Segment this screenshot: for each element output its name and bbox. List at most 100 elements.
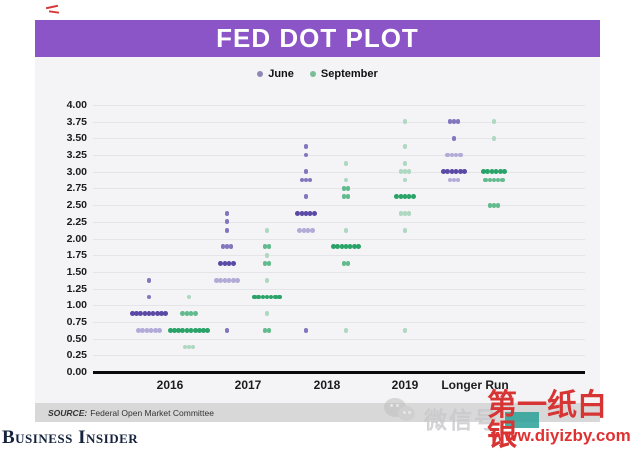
september-dot [343, 327, 349, 333]
june-dot [297, 227, 303, 233]
june-dot [222, 261, 228, 266]
september-dot [343, 227, 349, 233]
september-dot [182, 344, 188, 350]
june-dot [299, 177, 305, 183]
gridline [93, 321, 585, 323]
june-dot [163, 311, 168, 316]
september-dot [260, 294, 266, 300]
september-dot [497, 169, 503, 175]
y-axis-tick-label: 2.50 [66, 199, 87, 212]
legend-label: September [320, 68, 378, 80]
june-dot [144, 327, 150, 333]
page-title: FED DOT PLOT [216, 23, 419, 53]
september-dot [402, 169, 408, 175]
september-dot [256, 294, 262, 300]
september-dot [186, 294, 192, 300]
september-dot [343, 161, 349, 166]
september-dot [168, 327, 173, 333]
september-dot [410, 194, 416, 200]
september-dot [192, 327, 198, 333]
june-dot [150, 311, 156, 316]
september-legend-dot-icon [309, 71, 316, 77]
september-dot [266, 261, 272, 266]
june-dot [154, 311, 160, 316]
june-dot [303, 211, 309, 216]
june-dot [451, 177, 457, 183]
september-dot [493, 169, 499, 175]
june-dot [142, 311, 148, 316]
september-dot [481, 169, 487, 175]
september-dot [499, 177, 505, 183]
june-dot [230, 261, 236, 266]
y-axis-tick-label: 0.50 [66, 332, 87, 345]
y-axis-tick-label: 3.25 [66, 149, 87, 162]
y-axis-tick-label: 2.75 [66, 182, 87, 195]
gridline [93, 288, 585, 290]
source-text: SOURCE: Federal Open Market Committee [48, 408, 214, 418]
september-dot [406, 194, 412, 200]
june-dot [152, 327, 158, 333]
september-dot [186, 344, 192, 350]
x-axis-category-label: 2019 [391, 378, 419, 392]
june-dot [299, 211, 305, 216]
september-dot [487, 177, 493, 183]
gridline [93, 238, 585, 240]
september-dot [491, 119, 497, 125]
september-dot [491, 177, 497, 183]
gridline [93, 188, 585, 190]
september-dot [402, 144, 408, 150]
september-dot [402, 177, 408, 183]
x-axis-category-label: 2018 [313, 378, 341, 392]
june-dot [222, 277, 228, 283]
wechat-icon [384, 398, 420, 428]
september-dot [339, 244, 345, 250]
june-dot [218, 277, 224, 283]
september-dot [262, 327, 268, 333]
gridline [93, 271, 585, 273]
june-dot [224, 227, 230, 233]
september-dot [266, 327, 272, 333]
june-dot [441, 169, 447, 175]
gridline [93, 355, 585, 357]
june-dot [307, 211, 313, 216]
september-dot [188, 327, 194, 333]
june-dot [134, 311, 140, 316]
june-dot [453, 169, 459, 175]
september-dot [398, 169, 404, 175]
june-dot [158, 311, 164, 316]
june-dot [445, 152, 451, 158]
june-dot [138, 311, 144, 316]
september-dot [341, 194, 347, 200]
june-dot [224, 211, 230, 216]
september-dot [489, 169, 495, 175]
september-dot [402, 227, 408, 233]
gridline [93, 121, 585, 123]
september-dot [402, 119, 408, 125]
september-dot [402, 327, 408, 333]
gridline [93, 155, 585, 157]
source-strip: SOURCE: Federal Open Market Committee [35, 403, 600, 422]
september-dot [264, 294, 270, 300]
y-axis-tick-label: 0.25 [66, 349, 87, 362]
y-axis-tick-label: 1.75 [66, 249, 87, 262]
june-dot [148, 327, 154, 333]
source-value: Federal Open Market Committee [90, 407, 214, 418]
y-axis-tick-label: 4.00 [66, 99, 87, 111]
june-dot [449, 152, 455, 158]
june-dot [303, 152, 309, 158]
september-dot [335, 244, 341, 250]
september-dot [252, 294, 258, 300]
june-dot [457, 152, 463, 158]
gridline [93, 171, 585, 173]
september-dot [345, 186, 351, 191]
september-dot [495, 177, 501, 183]
june-dot [457, 169, 463, 175]
june-dot [136, 327, 142, 333]
june-dot [303, 177, 309, 183]
september-dot [180, 327, 186, 333]
september-dot [200, 327, 206, 333]
september-dot [501, 169, 507, 175]
june-dot [311, 211, 317, 216]
red-watermark-fragment [45, 4, 62, 16]
september-dot [491, 135, 497, 141]
